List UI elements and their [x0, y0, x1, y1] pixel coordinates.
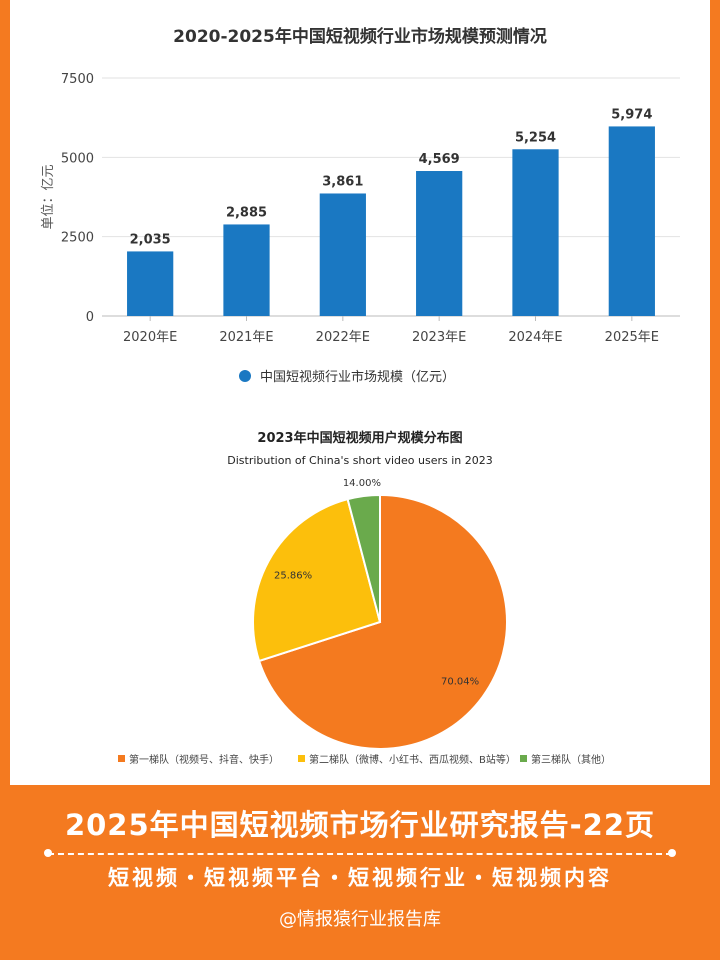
- bar-value-label: 5,974: [611, 107, 652, 122]
- pie-value-label: 25.86%: [274, 570, 312, 581]
- pie-legend-marker: [520, 755, 527, 762]
- pie-chart-subtitle: Distribution of China's short video user…: [227, 454, 493, 467]
- author-handle: @情报猿行业报告库: [279, 909, 441, 930]
- bar: [416, 171, 463, 316]
- bar-y-tick-label: 2500: [61, 231, 94, 246]
- pie-legend: 第一梯队（视频号、抖音、快手） 第二梯队（微博、小红书、西瓜视频、B站等） 第三梯队…: [118, 753, 611, 766]
- bar-chart-title: 2020-2025年中国短视频行业市场规模预测情况: [173, 26, 547, 47]
- bar-value-label: 4,569: [419, 152, 460, 167]
- pie-value-label: 70.04%: [441, 676, 479, 687]
- bar-marks: 2,035 2,885 3,861 4,569 5,254 5,974: [127, 107, 655, 316]
- bar-value-label: 5,254: [515, 130, 556, 145]
- bar-x-tick-label: 2024年E: [508, 330, 562, 345]
- pie-chart: 2023年中国短视频用户规模分布图 Distribution of China'…: [118, 430, 611, 766]
- bar-value-label: 3,861: [322, 174, 363, 189]
- bar-x-tick-label: 2020年E: [123, 330, 177, 345]
- pie-slice: [252, 497, 382, 663]
- pie-legend-marker: [118, 755, 125, 762]
- bar-value-label: 2,885: [226, 205, 267, 220]
- bar: [608, 126, 655, 316]
- bar-y-tick-label: 0: [86, 310, 94, 325]
- bar-x-tick-label: 2025年E: [605, 330, 659, 345]
- pie-slices: [252, 493, 508, 750]
- bar-chart: 2020-2025年中国短视频行业市场规模预测情况 单位：亿元 0 2500 500…: [41, 26, 680, 385]
- pie-legend-label: 第一梯队（视频号、抖音、快手）: [129, 753, 279, 766]
- divider-dot-right: [668, 849, 676, 857]
- bar: [223, 224, 270, 316]
- pie-legend-label: 第三梯队（其他）: [531, 753, 611, 766]
- bar-x-tick-label: 2023年E: [412, 330, 466, 345]
- pie-slice: [346, 493, 381, 623]
- pie-legend-marker: [298, 755, 305, 762]
- pie-chart-panel: 2023年中国短视频用户规模分布图 Distribution of China'…: [10, 405, 710, 785]
- bar-x-ticks: 2020年E 2021年E 2022年E 2023年E 2024年E 2025年E: [123, 316, 659, 345]
- pie-legend-label: 第二梯队（微博、小红书、西瓜视频、B站等）: [309, 753, 516, 766]
- pie-chart-title: 2023年中国短视频用户规模分布图: [257, 430, 462, 446]
- bar: [319, 193, 366, 316]
- bar-gridlines: [102, 77, 680, 317]
- report-tags: 短视频・短视频平台・短视频行业・短视频内容: [108, 866, 612, 890]
- dashed-divider: [48, 853, 672, 855]
- bar-x-tick-label: 2022年E: [316, 330, 370, 345]
- pie-value-label: 14.00%: [343, 478, 381, 489]
- bar-legend-label: 中国短视频行业市场规模（亿元）: [260, 369, 455, 385]
- report-card: 2020-2025年中国短视频行业市场规模预测情况 单位：亿元 0 2500 500…: [10, 0, 710, 785]
- pie-data-labels: 70.04% 25.86% 14.00%: [274, 478, 479, 687]
- bar-y-tick-label: 7500: [61, 72, 94, 87]
- bar-y-axis-label: 单位：亿元: [41, 164, 56, 229]
- pie-slice: [257, 493, 508, 750]
- report-title: 2025年中国短视频市场行业研究报告-22页: [64, 808, 656, 842]
- bar-value-label: 2,035: [130, 232, 171, 247]
- bar-x-tick-label: 2021年E: [219, 330, 273, 345]
- bar-y-ticks: 0 2500 5000 7500: [61, 72, 94, 325]
- bar: [512, 149, 559, 316]
- bar-legend-marker: [239, 370, 251, 382]
- bar-chart-panel: 2020-2025年中国短视频行业市场规模预测情况 单位：亿元 0 2500 500…: [10, 0, 710, 400]
- bar-y-tick-label: 5000: [61, 151, 94, 166]
- bar: [127, 251, 174, 316]
